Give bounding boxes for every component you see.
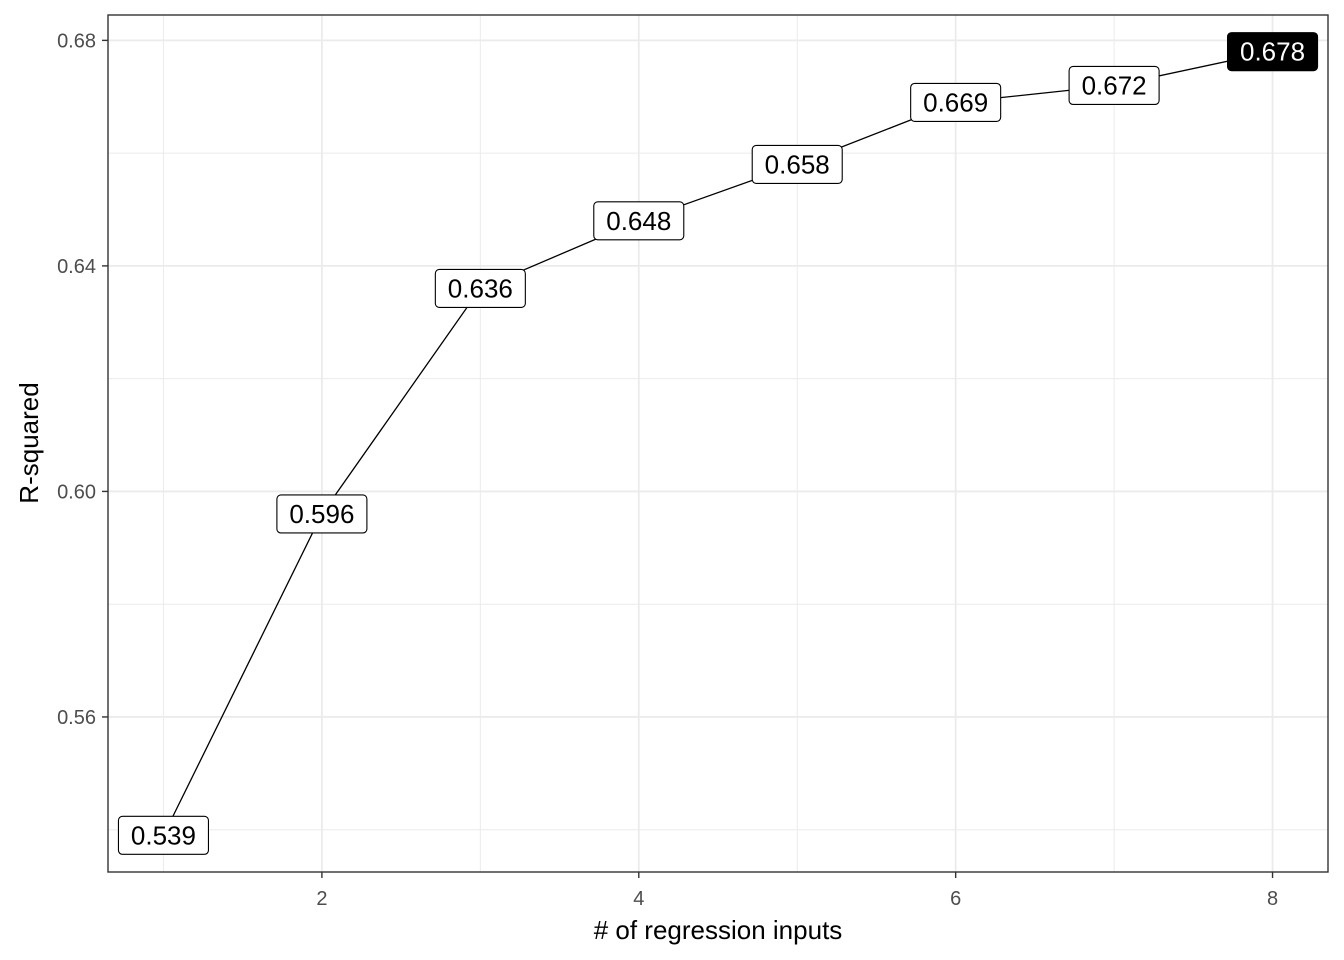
point-label-box bbox=[593, 201, 685, 241]
plot-panel-border bbox=[107, 14, 1329, 873]
point-label-box bbox=[276, 494, 368, 534]
point-label: 0.672 bbox=[1068, 65, 1160, 106]
y-tick-label: 0.56 bbox=[57, 707, 96, 729]
point-label-text: 0.539 bbox=[131, 820, 196, 850]
y-tick-label: 0.64 bbox=[57, 256, 96, 278]
point-label: 0.648 bbox=[593, 201, 685, 241]
x-tick-label: 2 bbox=[316, 888, 327, 910]
point-label: 0.539 bbox=[117, 815, 210, 855]
point-labels-layer: 0.539 0.596 0.636 0.648 0.658 0.669 0.672 0.678 bbox=[117, 32, 1319, 855]
point-label-box bbox=[434, 268, 526, 309]
point-label: 0.669 bbox=[910, 82, 1002, 122]
x-tick-label: 4 bbox=[633, 888, 644, 910]
point-label-text: 0.648 bbox=[606, 206, 671, 236]
point-label-text: 0.636 bbox=[448, 273, 513, 303]
x-axis-title: # of regression inputs bbox=[594, 915, 843, 945]
axes-layer: 2 4 6 8 0.56 0.60 0.64 0.68 bbox=[57, 30, 1278, 910]
point-label-text: 0.658 bbox=[765, 149, 830, 179]
point-label-text: 0.678 bbox=[1240, 37, 1305, 67]
point-label: 0.636 bbox=[434, 268, 526, 309]
point-label: 0.596 bbox=[276, 494, 368, 534]
point-label-box bbox=[117, 815, 210, 855]
point-label: 0.678 bbox=[1226, 32, 1319, 72]
point-label-box bbox=[1068, 65, 1160, 106]
point-label-box bbox=[1226, 32, 1319, 72]
point-label: 0.658 bbox=[751, 144, 843, 184]
y-tick-label: 0.68 bbox=[57, 30, 96, 52]
x-tick-label: 6 bbox=[950, 888, 961, 910]
grid-layer bbox=[108, 15, 1328, 872]
point-label-text: 0.669 bbox=[923, 87, 988, 117]
point-label-box bbox=[910, 82, 1002, 122]
plot-background bbox=[108, 15, 1328, 872]
y-axis-title: R-squared bbox=[14, 382, 44, 503]
point-label-box bbox=[751, 144, 843, 184]
x-tick-label: 8 bbox=[1267, 888, 1278, 910]
point-label-text: 0.596 bbox=[289, 499, 354, 529]
point-label-text: 0.672 bbox=[1082, 70, 1147, 100]
y-tick-label: 0.60 bbox=[57, 481, 96, 503]
